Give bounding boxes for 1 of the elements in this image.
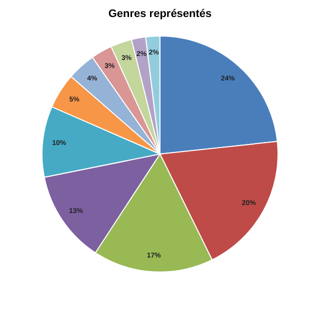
chart-title: Genres représentés: [108, 8, 212, 20]
